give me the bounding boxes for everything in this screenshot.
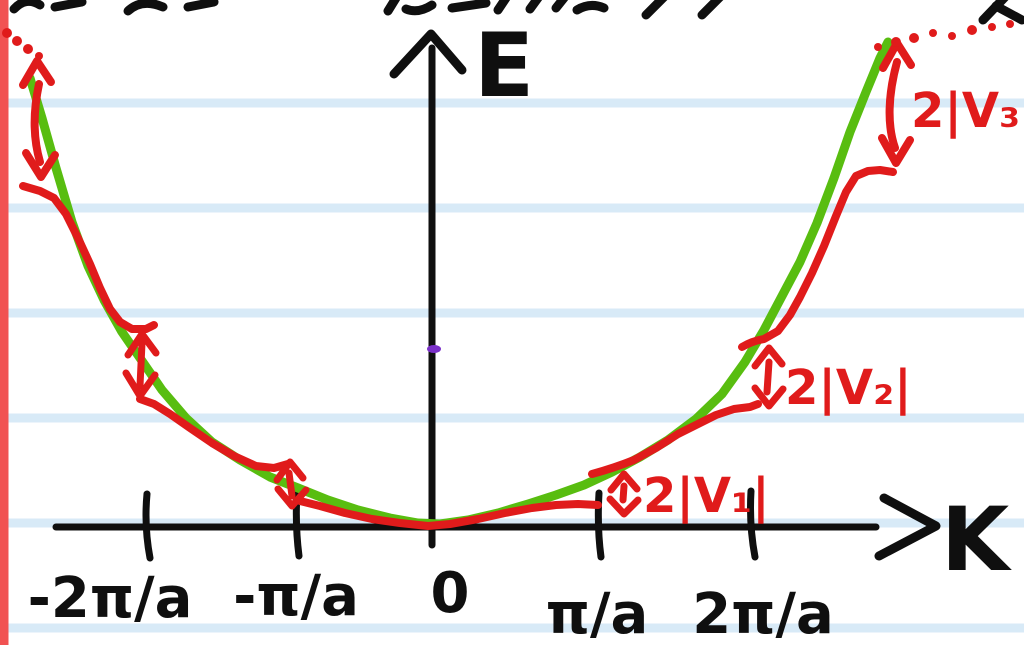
gap-arrow-v3-left-down-head (22, 149, 59, 181)
gap-arrow-v3-left-up-head (19, 57, 55, 89)
axis-labels: E K -2π/a -π/a 0 π/a 2π/a (28, 14, 1012, 645)
dot (35, 52, 43, 60)
gap-arrow-v2-left-up-head (124, 330, 160, 359)
gap-arrow-v1-right-down-head (606, 495, 642, 518)
dot (891, 37, 901, 47)
dot (2, 28, 12, 38)
handwriting-stroke (551, 0, 569, 13)
dot (988, 23, 996, 31)
gap-arrow-v3-right-down-head (878, 134, 914, 167)
gap-arrow-v1-left-up-head (273, 458, 307, 484)
free-electron-curve (25, 37, 893, 529)
gap-arrow-v2-left (136, 339, 146, 390)
handwriting-stroke (641, 0, 668, 20)
gap-arrow-v1-right-up-head (607, 470, 641, 494)
tick-pi-a (594, 489, 605, 561)
tick-label-pi-a: π/a (546, 582, 649, 645)
handwriting-stroke (493, 0, 511, 15)
band-1-center (296, 497, 602, 530)
curve-continuation-dots (2, 20, 1014, 60)
y-axis-label: E (474, 14, 534, 117)
dot (23, 44, 33, 54)
gap-label-v2: 2|V₂| (785, 360, 912, 416)
red-band-curves (19, 39, 915, 530)
tick-neg-2pi-a (142, 490, 154, 562)
dot (1006, 20, 1014, 28)
dot (948, 32, 956, 40)
handwriting-stroke (447, 0, 491, 13)
gap-arrow-v2-right-down-head (751, 384, 787, 410)
gap-arrow-v2-left-down-head (122, 369, 159, 400)
parabola-path (25, 37, 893, 529)
gap-label-v1: 2|V₁| (643, 468, 770, 524)
tick-label-2pi-a: 2π/a (692, 582, 834, 645)
band-3-right (738, 166, 897, 351)
gap-arrow-v1-right (619, 482, 628, 504)
handwriting-stroke (572, 0, 609, 15)
band-2-left (136, 395, 292, 472)
gap-arrow-v2-right (763, 358, 773, 396)
x-axis-arrow-icon (874, 493, 941, 561)
stray-mark (427, 345, 441, 353)
gap-labels: 2|V₁| 2|V₂| 2|V₃| (643, 83, 1024, 524)
gap-arrow-v2-right-up-head (751, 344, 786, 370)
gap-arrow-v1-left-down-head (274, 485, 310, 510)
dot (967, 25, 977, 35)
cutoff-handwriting (9, 0, 1024, 25)
handwriting-stroke (9, 0, 45, 14)
dot (12, 36, 22, 46)
handwriting-stroke (401, 0, 437, 16)
handwriting-stroke (697, 0, 724, 20)
gap-label-v3: 2|V₃| (911, 83, 1024, 139)
handwriting-stroke (991, 1, 1024, 25)
dot (909, 33, 919, 43)
handwriting-stroke (383, 0, 401, 16)
tick-label-neg-pi-a: -π/a (233, 564, 359, 629)
tick-2pi-a (747, 487, 759, 561)
tick-label-zero: 0 (431, 561, 470, 626)
dot (874, 43, 882, 51)
y-axis-arrow-icon (389, 29, 467, 79)
handwriting-stroke (525, 0, 543, 14)
x-axis-label: K (941, 488, 1012, 591)
gap-arrow-v3-left (30, 80, 44, 166)
tick-label-neg-2pi-a: -2π/a (28, 566, 193, 631)
handwriting-stroke (50, 0, 87, 12)
gap-arrow-v1-left (285, 469, 296, 500)
handwriting-stroke (183, 0, 219, 12)
band-3-left (19, 182, 158, 333)
band-2-right (588, 400, 762, 478)
gap-arrow-v3-right (885, 58, 901, 152)
axes (52, 29, 941, 562)
dot (929, 29, 937, 37)
handwriting-stroke (123, 0, 168, 16)
